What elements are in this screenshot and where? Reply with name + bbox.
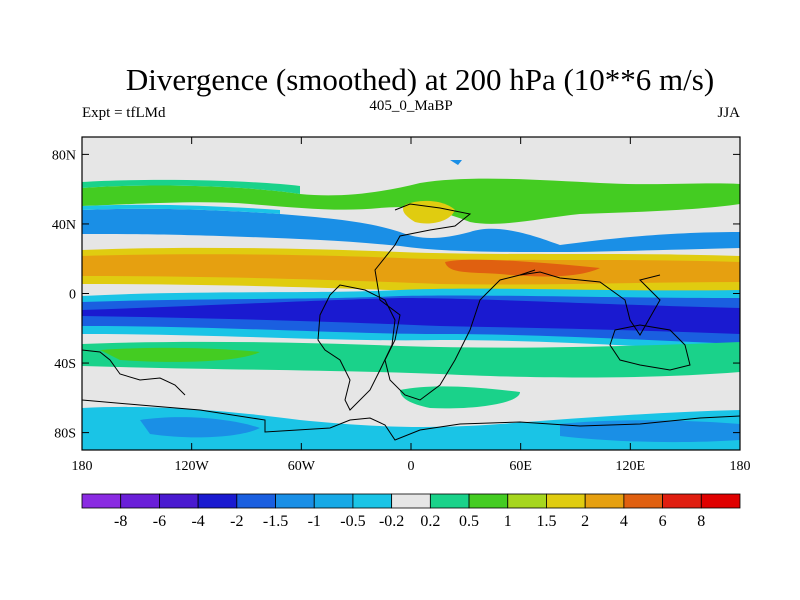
colorbar-label: 1.5 — [536, 513, 556, 530]
experiment-label: Expt = tfLMd — [82, 105, 166, 121]
colorbar-swatch — [468, 493, 509, 509]
colorbar-label: 1 — [504, 513, 512, 530]
chart-title: Divergence (smoothed) at 200 hPa (10**6 … — [126, 62, 714, 97]
colorbar-label: -2 — [230, 513, 243, 530]
x-tick-label: 180 — [72, 459, 93, 474]
x-tick-label: 60E — [509, 459, 532, 474]
zone-south-subtropic-green — [82, 341, 740, 378]
x-tick-label: 180 — [730, 459, 751, 474]
zone-south-mid-cyan — [82, 406, 740, 450]
colorbar-swatch — [313, 493, 354, 509]
colorbar-label: -0.5 — [340, 513, 365, 530]
colorbar-label: 0.2 — [420, 513, 440, 530]
zone-north-mid-lightgreen — [82, 179, 300, 194]
colorbar: -8 -6 -4 -2 -1.5 -1 -0.5 -0.2 0.2 0.5 1 1.5 2 4 6 8 — [81, 493, 741, 530]
y-tick-label: 40N — [52, 218, 76, 233]
x-tick-label: 60W — [288, 459, 316, 474]
zone-south-mid-blue2 — [560, 420, 740, 443]
y-tick-label: 80S — [54, 427, 76, 442]
colorbar-label: 8 — [697, 513, 705, 530]
zone-north-blue — [82, 208, 740, 252]
x-axis: 180 120W 60W 0 60E 120E 180 — [72, 137, 751, 474]
feature-small-cyan — [450, 160, 462, 165]
season-label: JJA — [717, 105, 740, 121]
colorbar-label: -0.2 — [379, 513, 404, 530]
coastline-central-america — [82, 349, 186, 396]
colorbar-swatch — [236, 493, 276, 509]
coastline-south-america — [317, 284, 396, 411]
colorbar-swatch — [429, 493, 470, 509]
zone-north-mid-green — [82, 178, 740, 224]
zone-north-tropic-red — [445, 259, 600, 277]
zone-equator-darkblue — [82, 298, 740, 334]
colorbar-swatch — [275, 493, 315, 509]
colorbar-swatch — [623, 493, 663, 509]
zone-south-mid-blue — [140, 417, 260, 438]
colorbar-swatch — [546, 493, 586, 509]
colorbar-swatch — [81, 493, 122, 509]
colorbar-swatch — [120, 493, 160, 509]
zone-north-yellow-blob — [403, 200, 455, 224]
colorbar-swatch — [507, 493, 547, 509]
colorbar-label: 4 — [620, 513, 628, 530]
colorbar-label: -6 — [153, 513, 166, 530]
coastline-africa-arabia — [374, 203, 536, 401]
colorbar-label: 2 — [581, 513, 589, 530]
colorbar-swatch — [159, 493, 199, 509]
colorbar-label: -4 — [191, 513, 204, 530]
y-tick-label: 0 — [69, 288, 76, 303]
colorbar-label: -1 — [308, 513, 321, 530]
colorbar-swatch — [584, 493, 625, 509]
colorbar-label: 6 — [659, 513, 667, 530]
y-tick-label: 40S — [54, 357, 76, 372]
colorbar-label: -8 — [114, 513, 127, 530]
colorbar-swatch — [700, 493, 741, 509]
x-tick-label: 120E — [616, 459, 646, 474]
zone-south-subtropic-lightgreen — [100, 347, 260, 362]
colorbar-swatch — [352, 493, 393, 509]
colorbar-swatch — [391, 493, 431, 509]
zone-north-cyan — [82, 204, 280, 214]
coastline-antarctica — [82, 399, 740, 441]
x-tick-label: 0 — [408, 459, 415, 474]
y-tick-label: 80N — [52, 148, 76, 163]
colorbar-swatch — [662, 493, 702, 509]
zone-north-tropic-orange — [82, 254, 740, 285]
y-axis: 80N 40N 0 40S 80S — [52, 148, 740, 442]
coastline-asia — [519, 271, 661, 336]
x-tick-label: 120W — [175, 459, 210, 474]
run-label: 405_0_MaBP — [369, 98, 452, 114]
plot-area — [82, 137, 740, 450]
colorbar-label: 0.5 — [459, 513, 479, 530]
colorbar-swatch — [197, 493, 238, 509]
colorbar-label: -1.5 — [263, 513, 288, 530]
coastline-australia — [609, 324, 691, 371]
